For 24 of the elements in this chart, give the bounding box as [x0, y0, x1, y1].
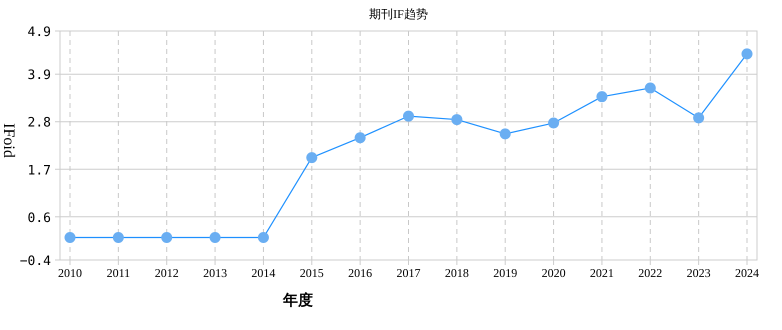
- x-tick-label: 2023: [686, 266, 711, 280]
- y-tick-label: −0.4: [20, 254, 52, 269]
- x-tick-label: 2010: [58, 266, 82, 280]
- x-tick-label: 2024: [735, 266, 759, 280]
- x-tick-label: 2011: [106, 266, 130, 280]
- x-tick-label: 2015: [300, 266, 324, 280]
- x-tick-label: 2021: [590, 266, 614, 280]
- x-tick-label: 2022: [638, 266, 662, 280]
- x-tick-label: 2013: [203, 266, 228, 280]
- x-tick-label: 2018: [444, 266, 469, 280]
- y-axis-title: IFoid: [0, 123, 17, 158]
- x-tick-label: 2017: [396, 266, 420, 280]
- x-tick-label: 2014: [251, 266, 276, 280]
- x-tick-label: 2019: [493, 266, 518, 280]
- y-tick-label: 2.8: [28, 116, 51, 131]
- x-tick-label: 2020: [542, 266, 566, 280]
- x-tick-label: 2012: [154, 266, 179, 280]
- x-tick-label: 2016: [348, 266, 372, 280]
- y-tick-label: 1.7: [28, 163, 51, 178]
- y-tick-label: 4.9: [28, 25, 51, 40]
- x-axis-title: 年度: [282, 291, 313, 309]
- y-tick-label: 0.6: [28, 210, 51, 226]
- chart-title: 期刊IF趋势: [369, 7, 428, 21]
- y-tick-label: 3.9: [28, 68, 51, 84]
